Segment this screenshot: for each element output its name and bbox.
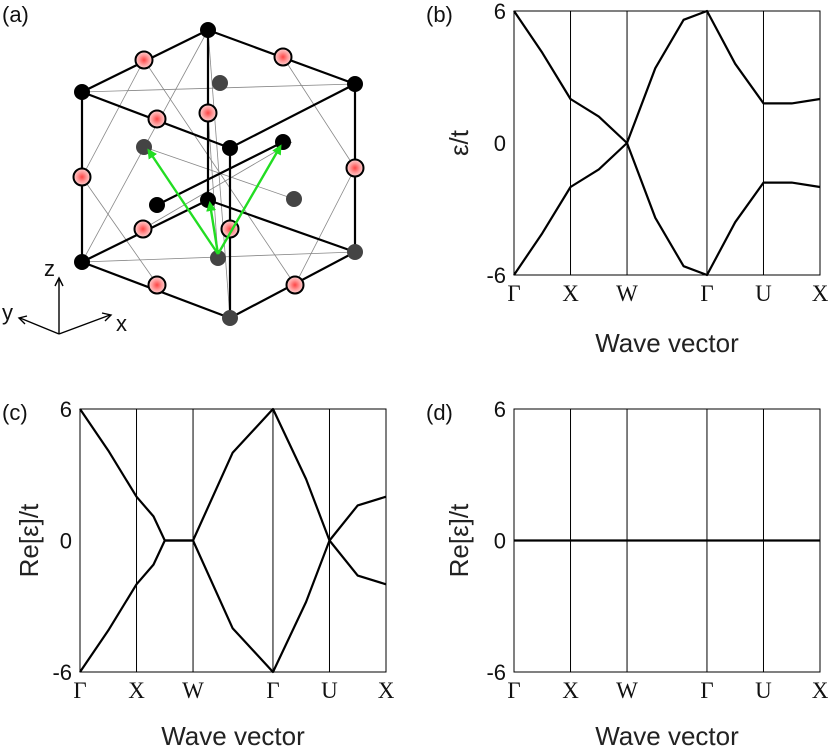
panel-d-label: (d) — [426, 400, 453, 425]
hopping-arrows — [147, 144, 282, 255]
k-tick-label: W — [182, 678, 204, 703]
y-tick-label: 6 — [494, 397, 506, 422]
y-tick-label: -6 — [486, 660, 506, 685]
y-axis-label: ε/t — [444, 129, 474, 156]
band-series-0 — [79, 407, 387, 542]
lattice-gray-sites — [136, 75, 363, 326]
x-axis-label: Wave vector — [595, 328, 739, 358]
k-tick-label: X — [812, 678, 829, 703]
x-axis-label: Wave vector — [161, 721, 305, 749]
k-tick-label: X — [562, 678, 579, 703]
lattice-black-sites — [74, 22, 363, 270]
band-series-1 — [79, 539, 387, 674]
y-axis-label: Re[ε]/t — [444, 503, 474, 577]
axis-y-label: y — [2, 300, 13, 325]
plot-frame — [79, 408, 387, 673]
k-tick-label: X — [562, 281, 579, 306]
band-chart-c: -6 0 6 Γ X W Γ U X Wave vector Re[ε]/t — [14, 397, 395, 749]
k-tick-label: Γ — [266, 678, 279, 703]
band-chart-b: -6 0 6 Γ X W Γ U X Wave vector ε/t — [444, 0, 829, 358]
coordinate-axes — [17, 276, 113, 335]
y-tick-label: 6 — [494, 0, 506, 24]
band-series-0 — [513, 10, 821, 277]
k-tick-label: U — [321, 678, 338, 703]
lattice-red-sites — [72, 47, 365, 295]
y-tick-label: 6 — [60, 397, 72, 422]
panel-b-label: (b) — [426, 2, 453, 27]
y-tick-label: 0 — [494, 529, 506, 554]
k-tick-label: X — [812, 281, 829, 306]
y-tick-label: -6 — [486, 263, 506, 288]
axis-x-label: x — [116, 311, 127, 336]
panel-a: (a) — [2, 2, 365, 336]
k-tick-label: X — [128, 678, 145, 703]
plot-frame — [513, 10, 821, 276]
axis-z-label: z — [44, 256, 55, 281]
k-tick-label: U — [755, 678, 772, 703]
k-tick-label: X — [378, 678, 395, 703]
k-tick-label: Γ — [507, 281, 520, 306]
k-tick-label: W — [616, 281, 638, 306]
x-axis-label: Wave vector — [595, 721, 739, 749]
y-tick-label: 0 — [494, 131, 506, 156]
lattice-cube-edges — [80, 28, 357, 320]
y-tick-label: -6 — [52, 660, 72, 685]
k-tick-label: Γ — [700, 678, 713, 703]
y-tick-label: 0 — [60, 529, 72, 554]
k-tick-label: Γ — [507, 678, 520, 703]
band-series-1 — [513, 9, 821, 276]
k-tick-label: Γ — [73, 678, 86, 703]
band-chart-d: -6 0 6 Γ X W Γ U X Wave vector Re[ε]/t — [444, 397, 829, 749]
k-tick-label: W — [616, 678, 638, 703]
panel-a-label: (a) — [2, 2, 29, 27]
k-tick-label: U — [755, 281, 772, 306]
k-tick-label: Γ — [700, 281, 713, 306]
y-axis-label: Re[ε]/t — [14, 503, 44, 577]
panel-c-label: (c) — [2, 400, 28, 425]
